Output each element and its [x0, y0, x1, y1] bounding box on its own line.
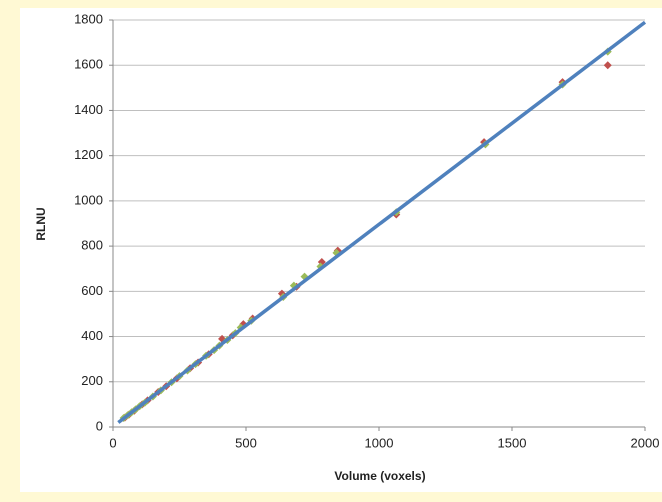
data-point [603, 61, 612, 70]
x-tick-label: 1500 [498, 435, 527, 450]
y-tick-label: 1200 [74, 147, 103, 162]
y-tick-label: 0 [96, 418, 103, 433]
x-tick-label: 1000 [365, 435, 394, 450]
y-tick-label: 400 [81, 328, 103, 343]
trendline [117, 20, 647, 424]
y-tick-label: 200 [81, 373, 103, 388]
y-tick-label: 800 [81, 238, 103, 253]
x-tick-label: 500 [235, 435, 257, 450]
y-tick-label: 1000 [74, 192, 103, 207]
y-tick-label: 1400 [74, 102, 103, 117]
y-axis-title: RLNU [34, 207, 48, 240]
y-tick-label: 1600 [74, 57, 103, 72]
y-tick-label: 1800 [74, 11, 103, 26]
x-tick-label: 0 [109, 435, 116, 450]
x-tick-label: 2000 [631, 435, 660, 450]
x-axis-title: Volume (voxels) [334, 469, 425, 483]
y-tick-label: 600 [81, 283, 103, 298]
